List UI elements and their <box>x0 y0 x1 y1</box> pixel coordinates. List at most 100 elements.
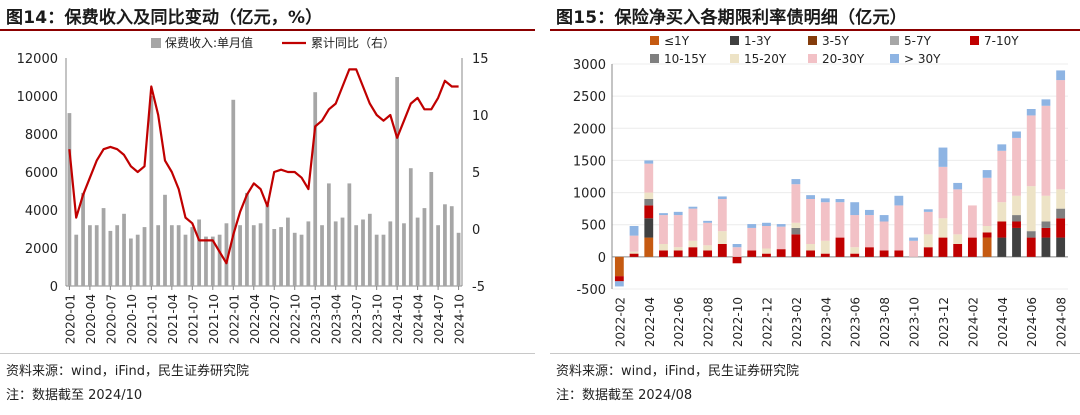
stack-segment <box>953 234 963 244</box>
x-tick-label: 2022-10 <box>731 297 745 347</box>
x-tick-label: 2021-10 <box>207 294 221 344</box>
stack-segment <box>938 218 948 238</box>
x-tick-label: 2020-01 <box>63 294 77 344</box>
stack-segment <box>732 247 742 257</box>
y-tick-label: 500 <box>581 219 606 234</box>
premium-bar <box>149 96 154 286</box>
y-tick-label: 3000 <box>573 58 606 73</box>
legend-swatch <box>650 36 659 45</box>
premium-bar <box>265 204 270 286</box>
stack-segment <box>762 248 771 254</box>
premium-bar <box>361 219 365 286</box>
stack-segment <box>673 250 683 257</box>
premium-bar <box>251 225 256 286</box>
stack-segment <box>732 256 742 264</box>
x-tick-label: 2020-10 <box>125 294 139 344</box>
stack-segment <box>614 281 624 287</box>
stack-segment <box>703 220 713 223</box>
premium-bar <box>436 225 440 286</box>
left-y-tick-label: 12000 <box>17 52 58 67</box>
stack-segment <box>1012 131 1021 138</box>
chart-title: 图15：保险净买入各期限利率债明细（亿元） <box>556 8 907 28</box>
x-tick-label: 2023-04 <box>330 294 344 344</box>
premium-bar <box>367 213 372 286</box>
left-y-tick-label: 6000 <box>25 166 58 181</box>
premium-bar <box>381 234 386 286</box>
stack-segment <box>776 249 786 257</box>
stack-segment <box>820 198 830 203</box>
premium-bar <box>422 208 427 286</box>
x-tick-label: 2022-12 <box>760 297 774 347</box>
stack-segment <box>806 195 815 199</box>
premium-bar <box>197 219 202 286</box>
stack-segment <box>850 247 860 254</box>
legend-label: ≤1Y <box>664 34 690 48</box>
stack-segment <box>938 147 948 167</box>
x-tick-label: 2022-10 <box>289 294 303 344</box>
stack-segment <box>865 247 874 257</box>
stack-segment <box>923 209 933 212</box>
legend-swatch-bar <box>151 38 161 48</box>
stack-segment <box>820 202 830 241</box>
premium-bar <box>122 213 126 286</box>
stack-segment <box>1041 105 1051 196</box>
x-tick-label: 2021-04 <box>166 294 180 344</box>
stack-segment <box>673 215 683 248</box>
stack-segment <box>1056 80 1066 190</box>
x-tick-label: 2023-10 <box>371 294 385 344</box>
stack-segment <box>997 237 1007 257</box>
stack-segment <box>673 211 683 216</box>
stack-segment <box>673 247 683 251</box>
premium-bar <box>306 221 311 286</box>
stack-segment <box>791 179 801 185</box>
premium-bar <box>142 227 147 286</box>
stack-segment <box>1056 237 1066 257</box>
stack-segment <box>1041 99 1051 106</box>
stack-segment <box>909 237 918 241</box>
stack-segment <box>629 235 639 252</box>
x-tick-label: 2022-02 <box>613 297 627 347</box>
x-tick-label: 2023-10 <box>908 297 922 347</box>
x-tick-label: 2022-06 <box>672 297 686 347</box>
x-tick-label: 2023-08 <box>878 297 892 347</box>
legend-label: 20-30Y <box>822 52 865 66</box>
right-y-tick-label: 5 <box>472 166 480 181</box>
stack-segment <box>747 224 757 228</box>
legend-label: 1-3Y <box>744 34 772 48</box>
stack-segment <box>762 222 771 226</box>
stack-segment <box>894 205 904 251</box>
premium-bar <box>94 225 99 286</box>
y-tick-label: 1500 <box>573 154 606 169</box>
y-tick-label: 0 <box>598 251 606 266</box>
premium-bar <box>67 113 72 286</box>
x-tick-label: 2020-04 <box>84 294 98 344</box>
premium-bar <box>183 234 188 286</box>
source-note: 资料来源：wind，iFind，民生证券研究院 <box>556 364 799 379</box>
legend-label: 累计同比（右） <box>311 35 395 50</box>
left-y-tick-label: 0 <box>50 280 58 295</box>
x-tick-label: 2020-07 <box>104 294 118 344</box>
y-tick-label: 1000 <box>573 187 606 202</box>
premium-bar <box>354 225 359 286</box>
premium-bar <box>135 234 140 286</box>
stack-segment <box>644 218 654 238</box>
y-tick-label: 2000 <box>573 122 606 137</box>
footer-divider <box>0 353 535 354</box>
stack-segment <box>762 253 771 257</box>
x-tick-label: 2024-06 <box>1025 297 1039 347</box>
x-tick-label: 2021-01 <box>145 294 159 344</box>
legend-label: 7-10Y <box>984 34 1019 48</box>
premium-bar <box>395 77 400 286</box>
stack-segment <box>644 237 654 257</box>
stack-segment <box>806 250 815 257</box>
stack-segment <box>865 209 874 216</box>
stack-segment <box>614 276 624 282</box>
stack-segment <box>1012 221 1021 228</box>
legend-label: 3-5Y <box>822 34 850 48</box>
source-note: 资料来源：wind，iFind，民生证券研究院 <box>6 364 249 379</box>
stack-segment <box>967 205 977 238</box>
stack-segment <box>717 196 727 199</box>
premium-bar <box>456 232 461 286</box>
stack-segment <box>688 208 698 241</box>
stack-segment <box>1026 109 1036 116</box>
